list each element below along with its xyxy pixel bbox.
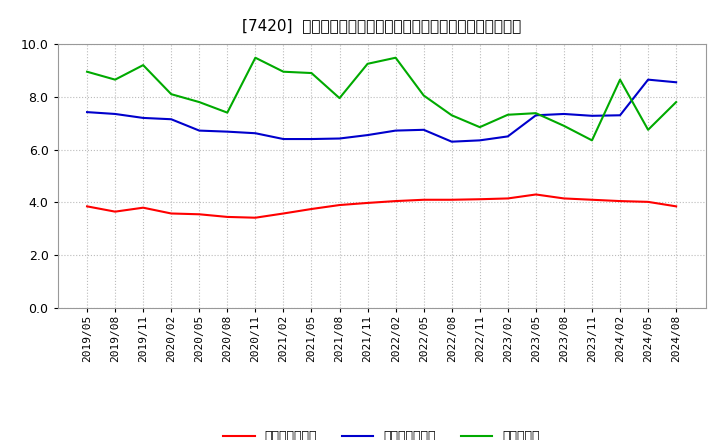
在庫回転率 — [139, 62, 148, 68]
売上債権回転率 — [167, 211, 176, 216]
買入債務回転率 — [644, 77, 652, 82]
売上債権回転率 — [391, 198, 400, 204]
在庫回転率 — [588, 138, 596, 143]
売上債権回転率 — [364, 200, 372, 205]
売上債権回転率 — [111, 209, 120, 214]
在庫回転率 — [475, 125, 484, 130]
Line: 在庫回転率: 在庫回転率 — [87, 58, 676, 140]
買入債務回転率 — [223, 129, 232, 134]
売上債権回転率 — [279, 211, 288, 216]
買入債務回転率 — [391, 128, 400, 133]
在庫回転率 — [195, 99, 204, 105]
買入債務回転率 — [111, 111, 120, 117]
在庫回転率 — [111, 77, 120, 82]
在庫回転率 — [672, 99, 680, 105]
在庫回転率 — [336, 95, 344, 101]
在庫回転率 — [447, 113, 456, 118]
売上債権回転率 — [503, 196, 512, 201]
在庫回転率 — [279, 69, 288, 74]
買入債務回転率 — [251, 131, 260, 136]
在庫回転率 — [531, 110, 540, 116]
買入債務回転率 — [419, 127, 428, 132]
Line: 売上債権回転率: 売上債権回転率 — [87, 194, 676, 218]
買入債務回転率 — [364, 132, 372, 138]
在庫回転率 — [391, 55, 400, 60]
売上債権回転率 — [616, 198, 624, 204]
買入債務回転率 — [336, 136, 344, 141]
在庫回転率 — [559, 123, 568, 128]
在庫回転率 — [251, 55, 260, 60]
買入債務回転率 — [672, 80, 680, 85]
売上債権回転率 — [531, 192, 540, 197]
Line: 買入債務回転率: 買入債務回転率 — [87, 80, 676, 142]
在庫回転率 — [503, 112, 512, 117]
売上債権回転率 — [419, 197, 428, 202]
在庫回転率 — [616, 77, 624, 82]
在庫回転率 — [419, 93, 428, 98]
買入債務回転率 — [195, 128, 204, 133]
買入債務回転率 — [475, 138, 484, 143]
買入債務回転率 — [307, 136, 316, 142]
売上債権回転率 — [307, 206, 316, 212]
Title: [7420]  売上債権回転率、買入債務回転率、在庫回転率の推移: [7420] 売上債権回転率、買入債務回転率、在庫回転率の推移 — [242, 18, 521, 33]
買入債務回転率 — [559, 111, 568, 117]
売上債権回転率 — [336, 202, 344, 208]
売上債権回転率 — [559, 196, 568, 201]
売上債権回転率 — [672, 204, 680, 209]
売上債権回転率 — [139, 205, 148, 210]
売上債権回転率 — [223, 214, 232, 220]
在庫回転率 — [223, 110, 232, 115]
売上債権回転率 — [195, 212, 204, 217]
在庫回転率 — [364, 61, 372, 66]
在庫回転率 — [644, 127, 652, 132]
在庫回転率 — [307, 70, 316, 76]
買入債務回転率 — [447, 139, 456, 144]
買入債務回転率 — [588, 113, 596, 118]
買入債務回転率 — [279, 136, 288, 142]
買入債務回転率 — [503, 134, 512, 139]
売上債権回転率 — [644, 199, 652, 205]
在庫回転率 — [83, 69, 91, 74]
買入債務回転率 — [139, 115, 148, 121]
買入債務回転率 — [531, 113, 540, 118]
売上債権回転率 — [475, 197, 484, 202]
売上債権回転率 — [588, 197, 596, 202]
売上債権回転率 — [251, 215, 260, 220]
買入債務回転率 — [616, 113, 624, 118]
買入債務回転率 — [83, 110, 91, 115]
Legend: 売上債権回転率, 買入債務回転率, 在庫回転率: 売上債権回転率, 買入債務回転率, 在庫回転率 — [218, 425, 545, 440]
売上債権回転率 — [83, 204, 91, 209]
買入債務回転率 — [167, 117, 176, 122]
売上債権回転率 — [447, 197, 456, 202]
在庫回転率 — [167, 92, 176, 97]
